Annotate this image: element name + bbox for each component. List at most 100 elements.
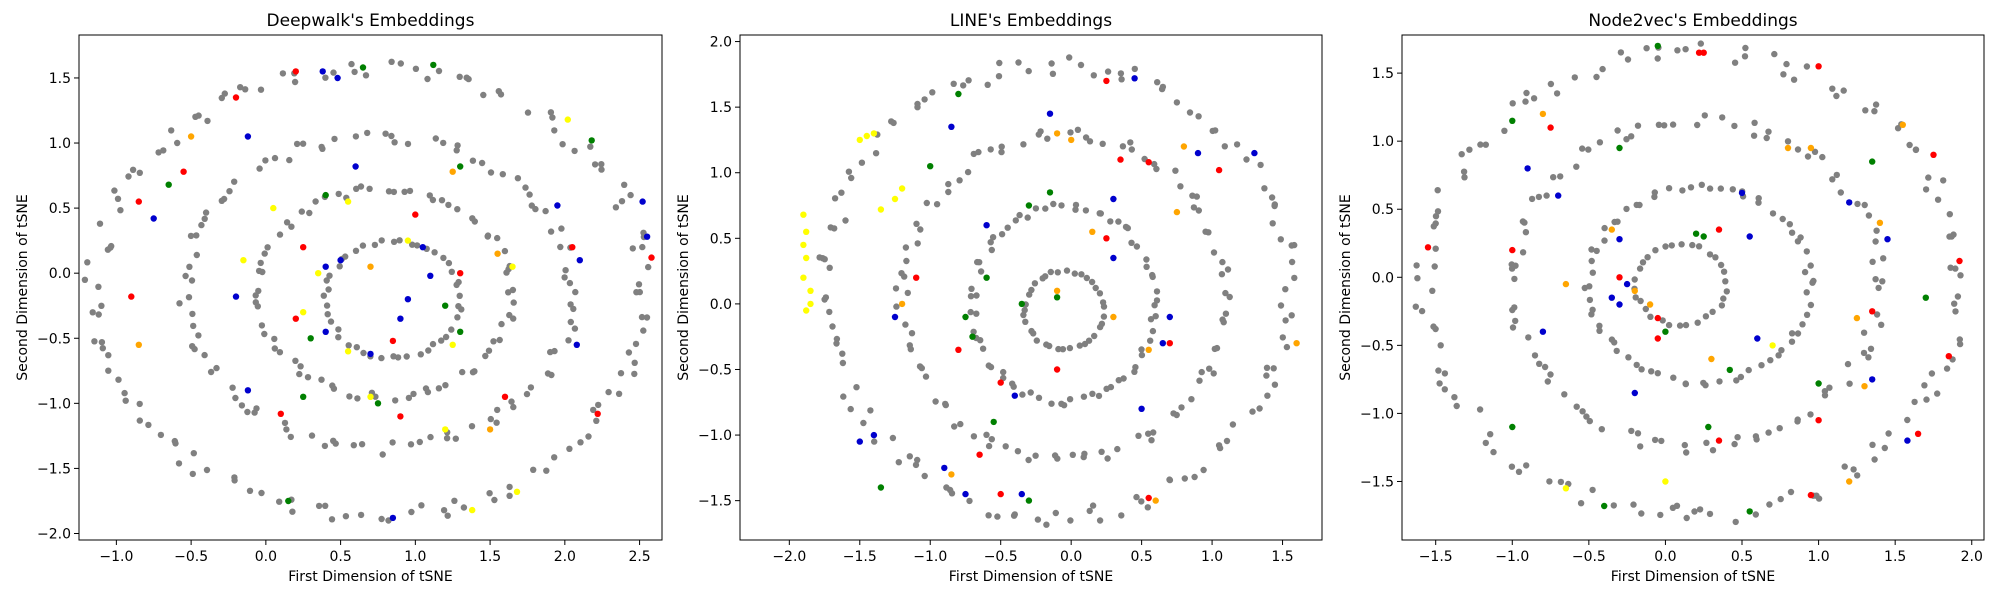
gray-point xyxy=(1589,486,1596,494)
gray-point xyxy=(577,439,584,446)
gray-point xyxy=(1016,211,1023,219)
gray-point xyxy=(888,118,895,125)
gray-point xyxy=(1114,445,1121,453)
gray-point xyxy=(1035,131,1043,138)
gray-point xyxy=(1683,514,1690,522)
green-point xyxy=(969,333,976,340)
gray-point xyxy=(1639,259,1647,266)
gray-point xyxy=(231,477,238,484)
gray-point xyxy=(1769,210,1777,217)
gray-point xyxy=(1436,380,1443,387)
gray-point xyxy=(1487,431,1494,438)
gray-point xyxy=(1191,473,1198,481)
gray-point xyxy=(977,337,984,344)
gray-point xyxy=(970,433,978,440)
red-point xyxy=(1654,314,1662,322)
gray-point xyxy=(1143,263,1150,270)
y-tick-label: 0.5 xyxy=(710,231,732,247)
gray-point xyxy=(914,456,921,464)
gray-point xyxy=(501,247,509,255)
gray-point xyxy=(1872,101,1880,108)
gray-point xyxy=(593,417,600,424)
gray-point xyxy=(1519,218,1527,225)
gray-point xyxy=(413,242,421,249)
gray-point xyxy=(1636,265,1644,272)
gray-point xyxy=(336,263,343,270)
gray-point xyxy=(478,159,486,167)
gray-point xyxy=(289,508,296,515)
gray-point xyxy=(1229,421,1237,428)
gray-point xyxy=(557,243,564,251)
gray-point xyxy=(385,188,393,195)
green-point xyxy=(442,302,449,309)
gray-point xyxy=(1703,439,1710,446)
gray-point xyxy=(932,398,939,405)
gray-point xyxy=(1799,321,1806,328)
gray-point xyxy=(1561,391,1568,398)
gray-point xyxy=(465,75,472,83)
gray-point xyxy=(1528,195,1536,203)
gray-point xyxy=(429,340,437,348)
gray-point xyxy=(1027,389,1034,396)
gray-point xyxy=(1633,361,1640,369)
x-tick-label: −0.5 xyxy=(174,549,208,565)
green-point xyxy=(285,497,292,505)
gray-point xyxy=(1633,201,1640,209)
gray-point xyxy=(283,426,290,433)
gray-point xyxy=(1233,141,1241,148)
gray-point xyxy=(989,234,997,241)
gray-point xyxy=(1872,276,1879,283)
gray-point xyxy=(921,472,928,480)
gray-point xyxy=(353,344,360,351)
gray-point xyxy=(1665,185,1673,192)
gray-point xyxy=(404,140,412,148)
gray-point xyxy=(1050,200,1057,208)
red-point xyxy=(1956,257,1963,265)
blue-point xyxy=(322,328,329,335)
gray-point xyxy=(522,184,529,191)
gray-point xyxy=(1461,174,1468,181)
gray-point xyxy=(1508,265,1516,272)
gray-point xyxy=(1821,388,1829,395)
gray-point xyxy=(1861,201,1868,209)
blue-point xyxy=(389,514,397,522)
gray-point xyxy=(325,286,332,293)
gray-point xyxy=(598,161,605,168)
gray-point xyxy=(1151,160,1158,168)
gray-point xyxy=(1035,394,1043,401)
gray-point xyxy=(346,393,353,400)
gray-point xyxy=(1212,127,1219,134)
gray-point xyxy=(1132,364,1139,371)
gray-point xyxy=(1706,251,1714,258)
gray-point xyxy=(1778,347,1785,354)
orange-point xyxy=(1807,144,1815,152)
blue-point xyxy=(150,215,157,222)
red-point xyxy=(277,410,284,417)
gray-point xyxy=(942,401,949,409)
gray-point xyxy=(895,459,902,466)
gray-point xyxy=(1430,223,1438,230)
gray-point xyxy=(335,334,342,341)
gray-point xyxy=(1923,396,1930,403)
gray-point xyxy=(1763,134,1770,142)
gray-point xyxy=(1226,293,1233,301)
gray-point xyxy=(1803,311,1811,318)
gray-point xyxy=(382,130,389,137)
x-tick-label: 0.5 xyxy=(329,549,351,565)
gray-point xyxy=(324,311,331,318)
gray-point xyxy=(1720,295,1727,302)
blue-point xyxy=(1524,165,1531,172)
gray-point xyxy=(1586,296,1594,304)
gray-point xyxy=(1628,427,1635,435)
gray-point xyxy=(1092,284,1099,292)
gray-point xyxy=(561,274,568,281)
red-point xyxy=(1715,226,1723,233)
gray-point xyxy=(486,490,493,497)
gray-point xyxy=(276,231,284,238)
red-point xyxy=(997,490,1004,498)
gray-point xyxy=(371,241,379,249)
yellow-point xyxy=(240,257,247,264)
gray-point xyxy=(251,409,258,416)
gray-point xyxy=(985,512,992,519)
gray-point xyxy=(485,347,493,354)
